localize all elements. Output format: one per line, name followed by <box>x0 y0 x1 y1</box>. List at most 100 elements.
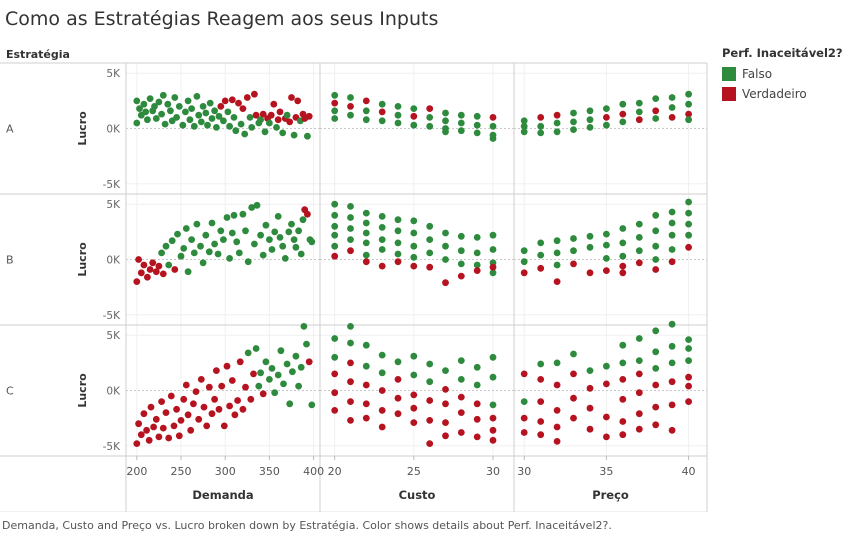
chart-title: Como as Estratégias Reagem aos seus Inpu… <box>5 8 439 30</box>
data-point <box>457 357 465 364</box>
data-point <box>635 99 643 107</box>
data-point <box>152 415 160 423</box>
x-axis-title-demanda: Demanda <box>192 488 253 502</box>
data-point <box>652 381 660 389</box>
data-point <box>362 219 370 227</box>
data-point <box>619 431 627 439</box>
data-point <box>603 380 610 388</box>
data-point <box>553 128 561 136</box>
data-point <box>276 234 284 241</box>
data-point <box>685 220 692 228</box>
data-point <box>161 120 169 128</box>
data-point <box>442 367 449 374</box>
data-point <box>362 251 370 259</box>
data-point <box>155 433 163 441</box>
data-point <box>520 128 528 136</box>
data-point <box>362 229 370 237</box>
x-axis-title-custo: Custo <box>399 488 436 502</box>
data-point <box>362 209 370 217</box>
data-point <box>347 398 354 405</box>
data-point <box>347 323 354 330</box>
data-point <box>586 425 594 433</box>
data-point <box>195 111 203 119</box>
data-point <box>347 214 354 221</box>
data-point <box>426 263 434 271</box>
data-point <box>159 424 167 432</box>
data-point <box>378 224 386 231</box>
data-point <box>305 358 313 366</box>
data-point <box>685 110 692 118</box>
data-point <box>394 239 402 247</box>
data-point <box>426 105 434 112</box>
row-label-b: B <box>6 254 14 267</box>
data-point <box>489 263 497 271</box>
data-point <box>347 103 354 110</box>
data-point <box>220 422 228 430</box>
data-point <box>668 114 676 121</box>
data-point <box>426 360 434 368</box>
data-point <box>362 381 370 389</box>
data-point <box>426 249 434 257</box>
data-point <box>473 121 481 129</box>
data-point <box>297 363 305 371</box>
data-point <box>331 353 339 361</box>
legend[interactable]: Perf. Inaceitável2? Falso Verdadeiro <box>722 46 843 104</box>
data-point <box>603 267 610 274</box>
data-point <box>619 359 627 367</box>
data-point <box>133 440 141 447</box>
data-point <box>304 132 311 140</box>
data-point <box>668 258 676 266</box>
data-point <box>442 117 449 125</box>
data-point <box>187 426 195 434</box>
data-point <box>140 261 148 269</box>
data-point <box>362 414 370 422</box>
data-point <box>635 370 643 378</box>
data-point <box>331 252 339 260</box>
data-point <box>652 403 660 411</box>
data-point <box>426 378 434 386</box>
data-point <box>152 115 160 122</box>
data-point <box>457 111 465 119</box>
data-point <box>489 246 497 253</box>
data-point <box>250 370 257 378</box>
data-point <box>442 109 449 117</box>
data-point <box>635 410 643 418</box>
legend-item-falso[interactable]: Falso <box>722 64 843 84</box>
data-point <box>394 111 402 119</box>
data-point <box>274 371 282 379</box>
data-point <box>170 422 178 430</box>
data-point <box>410 352 418 360</box>
data-point <box>426 417 434 424</box>
data-point <box>283 111 291 119</box>
data-point <box>135 256 143 263</box>
data-point <box>300 323 308 330</box>
data-point <box>668 320 676 328</box>
data-point <box>347 378 354 386</box>
data-point <box>473 267 481 274</box>
data-point <box>180 395 188 403</box>
data-point <box>378 423 386 431</box>
data-point <box>537 114 545 121</box>
data-point <box>179 121 187 129</box>
data-point <box>586 243 594 251</box>
data-point <box>251 240 258 248</box>
data-point <box>473 129 481 137</box>
data-point <box>217 103 225 110</box>
row-header-estrategia: Estratégia <box>6 48 70 61</box>
data-point <box>259 110 267 118</box>
data-point <box>635 108 643 116</box>
y-tick-label: -5K <box>103 179 121 191</box>
data-point <box>426 222 434 230</box>
data-point <box>266 236 273 244</box>
data-point <box>473 433 481 441</box>
y-tick-label: 0K <box>106 124 121 136</box>
y-tick-label: -5K <box>103 441 121 453</box>
legend-item-verdadeiro[interactable]: Verdadeiro <box>722 84 843 104</box>
data-point <box>619 376 627 383</box>
data-point <box>253 201 261 209</box>
data-point <box>283 360 291 368</box>
data-point <box>586 384 594 392</box>
data-point <box>347 339 354 347</box>
data-point <box>652 256 660 263</box>
data-point <box>442 279 449 287</box>
